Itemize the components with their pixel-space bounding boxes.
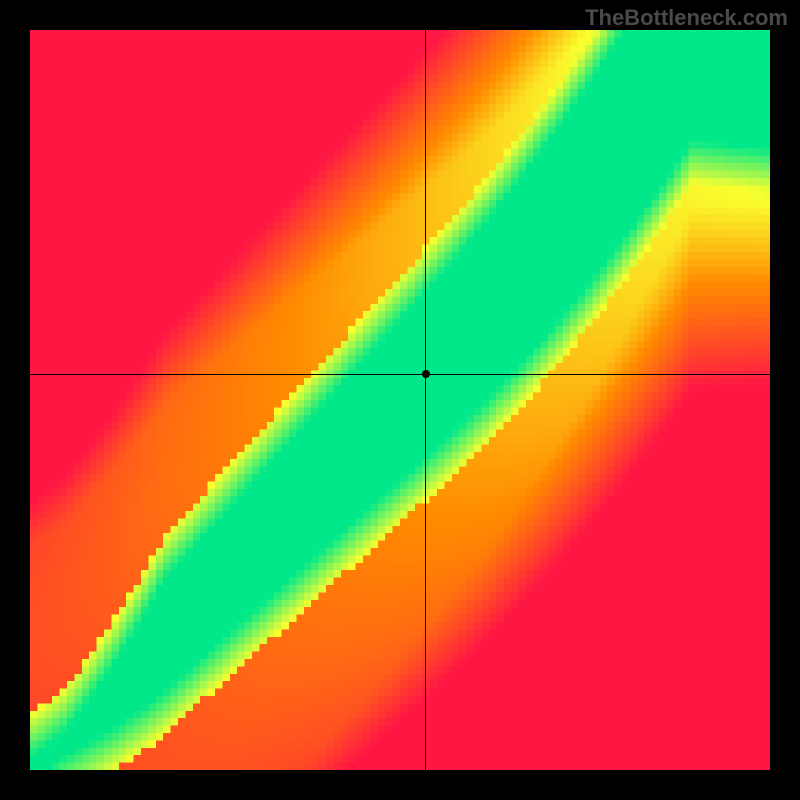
crosshair-horizontal xyxy=(30,374,770,375)
chart-container: TheBottleneck.com xyxy=(0,0,800,800)
crosshair-vertical xyxy=(425,30,426,770)
crosshair-marker xyxy=(422,370,430,378)
bottleneck-heatmap xyxy=(30,30,770,770)
watermark-text: TheBottleneck.com xyxy=(585,5,788,31)
